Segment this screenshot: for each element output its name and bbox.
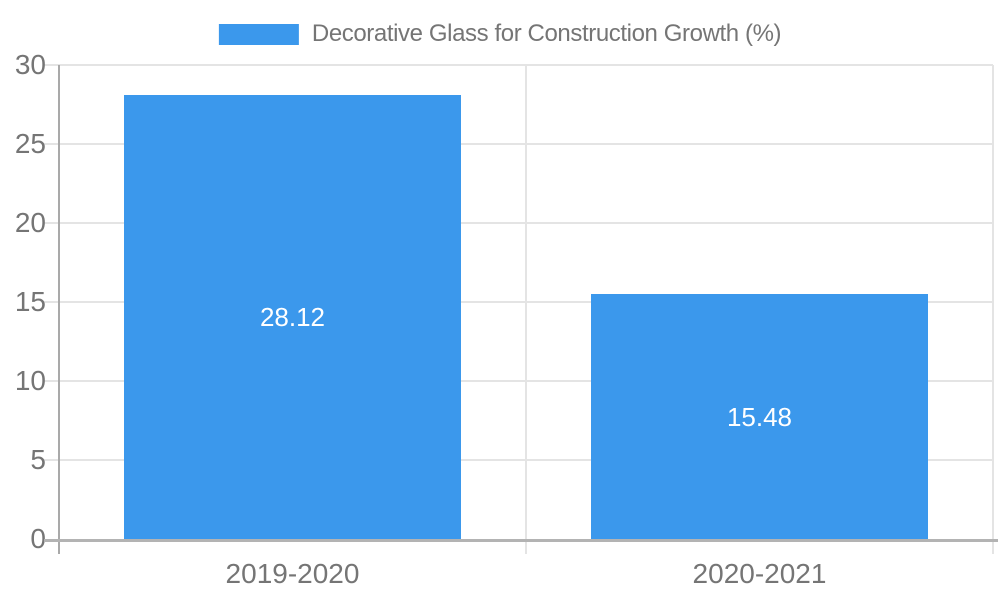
gridline-y-15 <box>44 301 993 303</box>
bar-2019-2020[interactable] <box>124 94 461 539</box>
gridline-y-10 <box>44 380 993 382</box>
gridline-y-20 <box>44 222 993 224</box>
y-tick-label: 20 <box>14 207 46 238</box>
x-axis-label: 2020-2021 <box>692 558 827 589</box>
y-axis-line <box>58 65 60 554</box>
bar-value-label: 28.12 <box>259 301 326 332</box>
y-tick-label: 0 <box>30 523 46 554</box>
chart-legend: Decorative Glass for Construction Growth… <box>218 20 782 48</box>
y-tick-label: 15 <box>14 286 46 317</box>
category-divider-line <box>525 65 527 554</box>
bar-value-label: 15.48 <box>726 401 793 432</box>
gridline-y-25 <box>44 143 993 145</box>
legend-label: Decorative Glass for Construction Growth… <box>311 20 782 47</box>
x-axis-label: 2019-2020 <box>225 558 360 589</box>
bar-2020-2021[interactable] <box>591 294 928 539</box>
y-tick-label: 10 <box>14 365 46 396</box>
plot-right-border <box>992 65 994 554</box>
y-tick-label: 5 <box>30 444 46 475</box>
x-axis-line <box>44 539 998 542</box>
y-tick-label: 25 <box>14 128 46 159</box>
legend-swatch <box>218 23 299 45</box>
gridline-y-5 <box>44 459 993 461</box>
gridline-y-30 <box>44 64 993 66</box>
y-tick-label: 30 <box>14 49 46 80</box>
